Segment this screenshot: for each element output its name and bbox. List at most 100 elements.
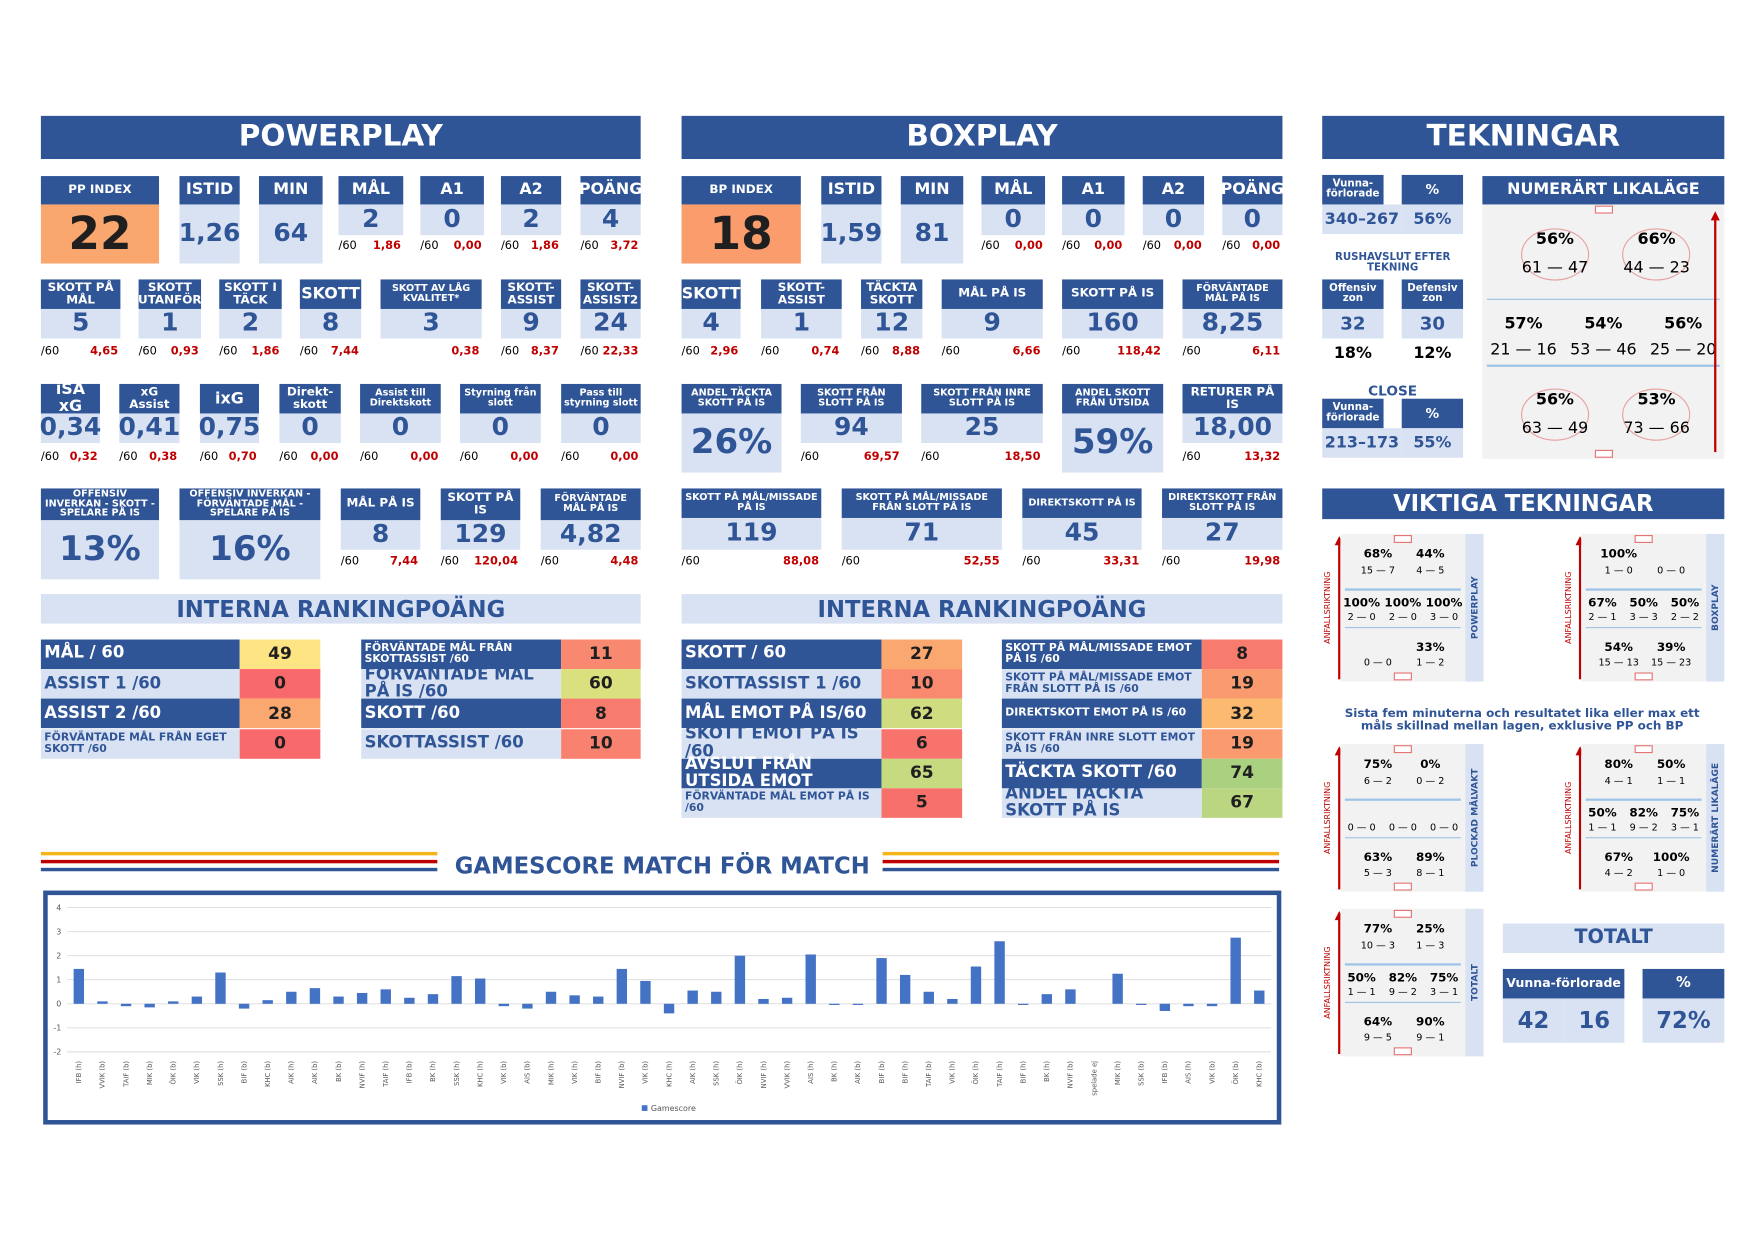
tile-value: 2 — [500, 204, 562, 236]
per-label: /60 — [1182, 450, 1201, 464]
rink — [1581, 533, 1707, 682]
tile-value: 0,75 — [198, 413, 261, 444]
tile-value: 2 — [338, 204, 404, 236]
faceoff-score: 15 — 13 — [1598, 658, 1639, 670]
tile-label: SKOTT PÅ IS — [440, 488, 521, 521]
ranking-label: TÄCKTA SKOTT /60 — [1001, 758, 1202, 789]
per-value: 1,86 — [251, 345, 280, 358]
x-tick-label: IFB (b) — [406, 1061, 414, 1084]
stripe — [882, 859, 1280, 864]
per-value: 8,88 — [892, 345, 921, 358]
bar — [852, 1003, 864, 1005]
arrow-line — [1338, 753, 1340, 890]
stripe — [40, 851, 438, 856]
close-title: CLOSE — [1368, 382, 1418, 399]
per-value: 0,70 — [228, 450, 257, 464]
panel-name: POWERPLAY — [1469, 576, 1480, 640]
bar — [1183, 1003, 1194, 1007]
per-value: 1,86 — [372, 239, 401, 253]
faceoff-pct: 67% — [1588, 596, 1617, 611]
tile-value: 0,34 — [39, 413, 102, 444]
tile-value: 129 — [440, 520, 521, 550]
table-value: 340–267 — [1322, 204, 1402, 234]
per-label: /60 — [138, 345, 157, 358]
rink — [1581, 744, 1707, 892]
tile-value: 94 — [800, 413, 902, 444]
per-value: 88,08 — [783, 555, 819, 568]
blue-line — [1344, 837, 1461, 839]
tile-label: BP INDEX — [681, 176, 801, 205]
faceoff-pct: 50% — [1629, 596, 1658, 611]
per-label: /60 — [40, 345, 60, 358]
ranking-value: 60 — [561, 669, 641, 699]
x-tick-label: IFB (h) — [75, 1061, 83, 1084]
blue-line — [1486, 364, 1720, 367]
tile-label: A2 — [500, 176, 562, 205]
section-header: BOXPLAY — [681, 115, 1283, 160]
y-tick-label: -1 — [53, 1024, 61, 1033]
arrow-head — [1334, 536, 1344, 546]
tile-value: 18 — [681, 204, 801, 264]
panel-name: TOTALT — [1469, 964, 1480, 1002]
tile-label: ANDEL TÄCKTA SKOTT PÅ IS — [681, 383, 782, 414]
faceoff-pct: 75% — [1363, 757, 1393, 772]
faceoff-score: 0 — 0 — [1388, 822, 1417, 834]
faceoff-score: 1 — 2 — [1416, 658, 1445, 670]
per-label: /60 — [1062, 345, 1081, 358]
faceoff-circle — [1622, 227, 1691, 281]
tile-label: SKOTT I TÄCK — [219, 279, 282, 309]
tile-label: SKOTT-ASSIST — [761, 279, 842, 309]
x-tick-label: SSK (h) — [453, 1061, 461, 1086]
per-label: /60 — [500, 239, 520, 253]
faceoff-pct: 80% — [1604, 757, 1633, 772]
tile-value: 8 — [299, 308, 362, 339]
bar — [876, 958, 887, 1004]
x-tick-label: KHC (b) — [1256, 1061, 1264, 1087]
ranking-value: 67 — [1201, 788, 1283, 818]
faceoff-score: 0 — 0 — [1347, 822, 1376, 834]
per-label: /60 — [420, 239, 439, 253]
x-tick-label: BIF (h) — [1019, 1061, 1027, 1084]
faceoff-pct: 53% — [1637, 391, 1676, 410]
per-value: 4,48 — [610, 555, 639, 568]
arrow-line — [1338, 917, 1340, 1055]
ranking-label: FÖRVÄNTADE MÅL FRÅN EGET SKOTT /60 — [40, 728, 240, 759]
x-tick-label: KHC (b) — [264, 1061, 272, 1087]
x-tick-label: VIK (b) — [500, 1061, 508, 1084]
direction-label: ANFALLSRIKTNING — [1564, 781, 1574, 855]
per-value: 22,33 — [602, 345, 639, 358]
per-label: /60 — [199, 450, 219, 464]
ranking-label: SKOTTASSIST /60 — [361, 728, 562, 759]
goal — [1393, 909, 1412, 918]
faceoff-score: 61 — 47 — [1521, 258, 1589, 278]
faceoff-score: 1 — 3 — [1416, 939, 1445, 952]
arrow-line — [1338, 542, 1340, 680]
faceoff-score: 3 — 1 — [1670, 822, 1699, 834]
per-value: 120,04 — [474, 555, 518, 568]
tile-value: 24 — [580, 308, 641, 339]
x-tick-label: KHC (h) — [476, 1061, 484, 1087]
table-header: % — [1401, 398, 1464, 429]
bar — [616, 968, 628, 1004]
faceoff-score: 4 — 5 — [1416, 565, 1445, 577]
faceoff-score: 9 — 1 — [1416, 1032, 1445, 1045]
x-tick-label: BK (h) — [429, 1061, 437, 1082]
tile-label: ISTID — [821, 176, 882, 205]
faceoff-score: 15 — 7 — [1360, 565, 1395, 577]
tile-label: A1 — [420, 176, 484, 205]
blue-line — [1344, 1001, 1461, 1004]
tile-value: 2 — [219, 308, 282, 339]
tile-value: 160 — [1062, 308, 1164, 339]
bar — [191, 996, 203, 1004]
ranking-label: MÅL / 60 — [40, 639, 240, 670]
per-value: 0,74 — [811, 345, 840, 358]
panel-side — [1706, 533, 1725, 682]
y-tick-label: 4 — [56, 903, 61, 912]
goal — [1634, 882, 1653, 891]
bar — [215, 972, 226, 1004]
faceoff-score: 25 — 20 — [1649, 340, 1717, 359]
tile-value: 26% — [681, 413, 782, 473]
blue-line — [1486, 298, 1720, 301]
tile-label: A1 — [1062, 176, 1125, 205]
